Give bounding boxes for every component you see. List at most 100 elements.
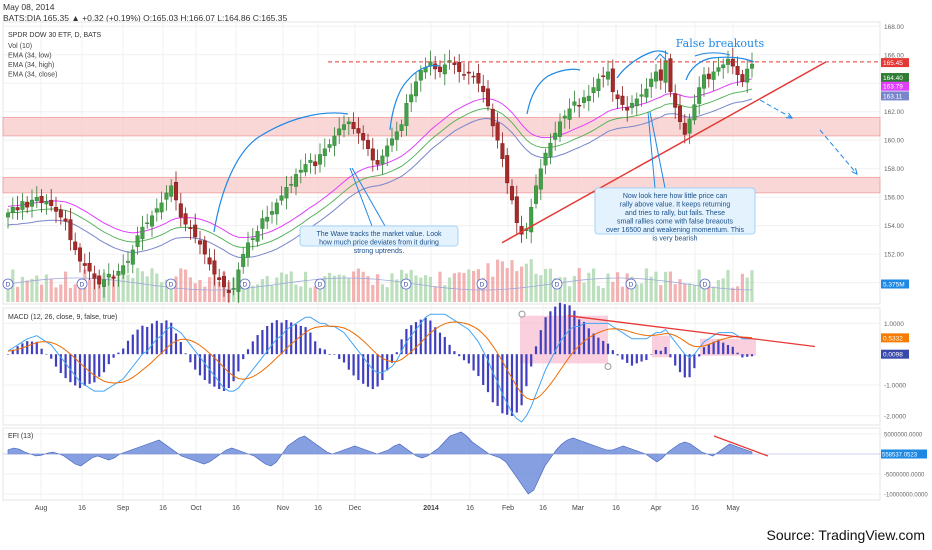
macd-hist-bar bbox=[318, 348, 322, 355]
macd-hist-bar bbox=[626, 354, 629, 363]
volume-bar bbox=[587, 272, 591, 302]
volume-bar bbox=[59, 284, 63, 302]
candle bbox=[284, 175, 289, 210]
candle-body bbox=[481, 85, 486, 92]
candle-body bbox=[322, 148, 327, 157]
macd-hist-bar bbox=[544, 317, 547, 355]
candle-body bbox=[284, 187, 289, 199]
x-tick-label: 2014 bbox=[423, 505, 439, 512]
candle bbox=[63, 210, 68, 231]
volume-bar bbox=[20, 276, 24, 302]
macd-hist-bar bbox=[179, 342, 182, 355]
projection-arrow bbox=[759, 99, 794, 119]
macd-badge-text: 0.0098 bbox=[883, 352, 903, 359]
candle bbox=[562, 110, 567, 129]
candle-body bbox=[495, 122, 500, 141]
macd-hist-bar bbox=[333, 354, 336, 355]
indicator-label: EMA (34, low) bbox=[8, 53, 52, 60]
macd-hist-bar bbox=[270, 322, 274, 355]
volume-bar bbox=[534, 273, 538, 302]
candle-body bbox=[457, 62, 462, 73]
macd-hist-bar bbox=[525, 354, 528, 387]
candle-body bbox=[394, 131, 399, 140]
volume-bar bbox=[635, 284, 639, 302]
volume-bar bbox=[606, 273, 610, 302]
candle-body bbox=[73, 241, 78, 251]
macd-hist-bar bbox=[304, 327, 307, 355]
candle bbox=[606, 60, 611, 86]
candle-body bbox=[634, 98, 639, 107]
candle bbox=[471, 71, 476, 84]
volume-bar bbox=[457, 272, 461, 302]
dividend-letter: D bbox=[703, 282, 708, 289]
candle bbox=[140, 215, 145, 251]
candle bbox=[73, 232, 78, 255]
candle-body bbox=[106, 273, 111, 278]
candle-body bbox=[303, 164, 308, 173]
volume-bar bbox=[140, 271, 144, 302]
volume-bar bbox=[515, 271, 519, 302]
dividend-circle bbox=[551, 278, 563, 290]
volume-bar bbox=[318, 286, 322, 302]
volume-bar bbox=[505, 268, 509, 302]
candle-body bbox=[154, 208, 159, 213]
candle-body bbox=[356, 128, 361, 134]
macd-hist-bar bbox=[6, 354, 10, 355]
candle bbox=[193, 213, 198, 244]
macd-hist-bar bbox=[414, 322, 418, 355]
x-tick-label: Apr bbox=[651, 505, 663, 512]
volume-bar bbox=[563, 277, 567, 302]
candle-body bbox=[442, 64, 447, 75]
price-badge-text: 165.45 bbox=[883, 60, 903, 67]
volume-bar bbox=[116, 276, 120, 302]
false-breakouts-label: False breakouts bbox=[676, 37, 765, 50]
x-tick-label: 16 bbox=[232, 505, 240, 512]
macd-hist-bar bbox=[93, 354, 96, 383]
macd-tick-label: -2.0000 bbox=[884, 413, 906, 420]
volume-bar bbox=[64, 271, 68, 302]
macd-hist-bar bbox=[621, 354, 624, 360]
candle bbox=[298, 159, 303, 184]
candle-body bbox=[87, 263, 92, 272]
price-badge: 164.40 bbox=[881, 73, 909, 83]
candle-body bbox=[111, 276, 116, 279]
macd-hist-bar bbox=[750, 354, 754, 357]
dividend-circle bbox=[625, 278, 637, 290]
candle bbox=[245, 231, 250, 267]
macd-hist-bar bbox=[458, 354, 461, 357]
macd-hist-bar bbox=[712, 341, 715, 355]
dividend-marker: D bbox=[239, 278, 251, 290]
macd-hist-bar bbox=[434, 327, 437, 355]
macd-hist-bar bbox=[443, 336, 446, 355]
candle bbox=[5, 208, 10, 229]
macd-hist-bar bbox=[342, 354, 346, 363]
candle-body bbox=[327, 144, 332, 148]
macd-hist-bar bbox=[314, 341, 317, 355]
macd-hist-bar bbox=[467, 354, 470, 364]
candle-body bbox=[706, 73, 711, 80]
candle-body bbox=[409, 94, 414, 103]
candle bbox=[183, 207, 188, 232]
efi-badge-text: 558537.0523 bbox=[882, 453, 918, 459]
candle-body bbox=[490, 108, 495, 127]
volume-bar bbox=[644, 268, 648, 302]
macd-hist-bar bbox=[616, 354, 619, 356]
macd-hist-bar bbox=[650, 354, 653, 355]
price-badge-bg bbox=[881, 58, 909, 68]
macd-hist-bar bbox=[237, 354, 240, 372]
candle-body bbox=[630, 102, 635, 108]
candle bbox=[260, 210, 265, 240]
volume-bar bbox=[740, 273, 744, 302]
price-badge-bg bbox=[881, 81, 909, 91]
callout-text-line: The Wave tracks the market value. Look bbox=[316, 231, 442, 238]
macd-hist-bar bbox=[362, 354, 365, 384]
volume-bar bbox=[390, 273, 394, 302]
candle-body bbox=[130, 249, 135, 265]
volume-bar bbox=[112, 274, 116, 302]
candle bbox=[745, 59, 750, 93]
macd-hist-bar bbox=[184, 353, 187, 355]
candle bbox=[313, 154, 318, 175]
candle bbox=[255, 225, 260, 247]
candle bbox=[342, 115, 347, 138]
candle bbox=[634, 92, 639, 116]
